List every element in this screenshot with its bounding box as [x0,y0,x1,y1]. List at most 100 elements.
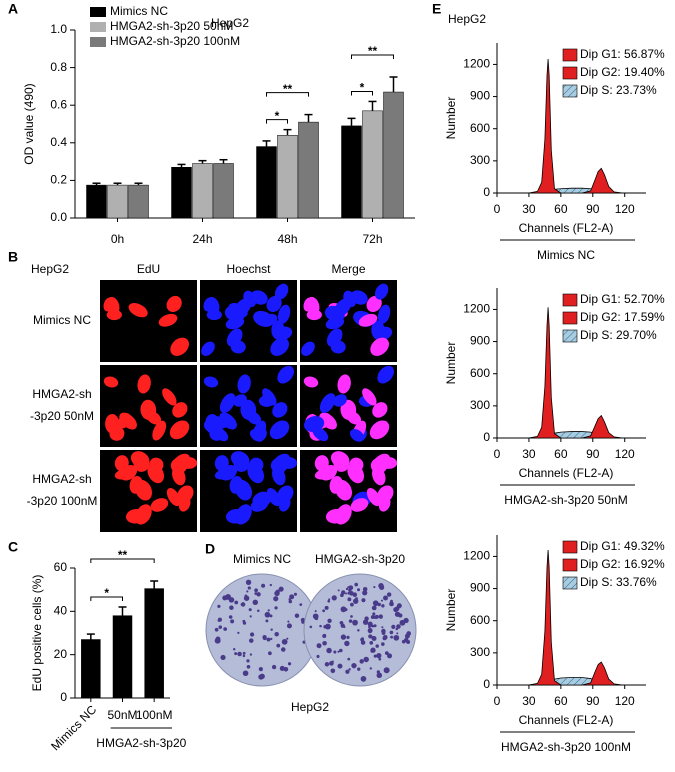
legend-label: Dip S: 23.73% [580,83,657,97]
y-tick-label: 900 [470,334,490,348]
legend-label: Dip S: 33.76% [580,575,657,589]
y-tick-label: 0.0 [50,210,67,224]
y-tick-label: 900 [470,89,490,103]
panel-letter: D [205,541,215,557]
y-tick-label: 600 [470,121,490,135]
column-label: EdU [137,262,160,276]
histogram-area [528,307,563,439]
legend-swatch [562,66,578,80]
bar [128,184,149,219]
significance-label: ** [368,44,378,58]
group-label: HMGA2-sh-3p20 [96,736,186,750]
x-tick-label: 30 [522,202,536,216]
error-bar [389,76,398,93]
histogram-area [582,661,623,686]
x-tick-label: 72h [362,232,382,246]
significance-label: * [275,109,280,123]
y-axis-label: EdU positive cells (%) [30,575,44,692]
x-tick-label: 48h [277,232,297,246]
bar [81,639,101,699]
legend-swatch [90,22,106,32]
legend-swatch [562,540,578,554]
significance-label: ** [118,548,128,562]
y-tick-label: 0 [483,430,490,444]
panel-letter: C [8,539,18,555]
micrograph [200,280,297,362]
x-tick-label: 90 [586,202,600,216]
legend-label: Dip G2: 16.92% [580,557,665,571]
x-axis-label: Channels (FL2-A) [519,713,614,727]
error-bar [219,158,228,164]
y-tick-label: 600 [470,366,490,380]
bar [192,163,213,219]
x-tick-label: 0 [494,202,501,216]
bar [277,135,298,219]
x-tick-label: 0 [494,447,501,461]
micrograph [300,280,397,362]
row-label: -3p20 50nM [30,409,94,423]
error-bar [92,182,101,186]
bar [213,163,234,219]
bar [144,588,164,699]
legend-swatch [562,293,578,307]
x-axis-label: Channels (FL2-A) [519,221,614,235]
column-label: Hoechst [226,262,271,276]
legend-label: Dip G2: 17.59% [580,310,665,324]
y-tick-label: 300 [470,398,490,412]
micrograph [200,450,298,532]
legend-swatch [562,311,578,325]
dish-label: HMGA2-sh-3p20 [315,552,405,566]
significance-bracket [351,54,394,59]
y-tick-label: 20 [54,647,68,661]
y-tick-label: 1200 [463,549,490,563]
y-axis-label: Number [444,97,458,140]
column-label: Merge [331,262,365,276]
y-axis-label: OD value (490) [22,83,36,164]
x-axis-label: Channels (FL2-A) [519,466,614,480]
x-tick-label: 120 [615,202,635,216]
y-tick-label: 0.6 [50,97,67,111]
y-tick-label: 1200 [463,57,490,71]
histogram-area [582,414,623,439]
error-bar [177,163,186,168]
micrograph [300,365,397,447]
y-tick-label: 900 [470,581,490,595]
x-tick-label: 60 [554,694,568,708]
histogram-area [528,549,563,686]
chart-title: HepG2 [211,16,249,30]
bar [341,125,362,219]
significance-bracket [90,596,123,601]
legend-swatch [90,7,106,17]
legend-label: Dip G2: 19.40% [580,65,665,79]
legend-swatch [562,576,578,590]
bar [256,146,277,219]
legend-swatch [562,48,578,62]
histogram-area [528,59,563,194]
legend-label: Dip G1: 56.87% [580,47,665,61]
y-tick-label: 300 [470,153,490,167]
histogram-area [582,167,623,194]
x-tick-label: 30 [522,447,536,461]
x-tick-label: 60 [554,447,568,461]
legend-label: HMGA2-sh-3p20 100nM [110,34,240,48]
x-tick-label: 30 [522,694,536,708]
panel-letter: B [8,249,18,265]
legend-swatch [562,84,578,98]
legend-label: Dip S: 29.70% [580,328,657,342]
error-bar [347,117,356,126]
significance-label: ** [283,82,293,96]
y-tick-label: 300 [470,645,490,659]
y-tick-label: 0.4 [50,135,67,149]
micrograph [200,365,297,447]
row-label: HMGA2-sh [32,387,91,401]
legend-swatch [562,329,578,343]
x-tick-label: 50nM [107,708,137,722]
x-tick-label: 120 [615,447,635,461]
y-tick-label: 60 [54,560,68,574]
significance-bracket [351,90,373,96]
bar [383,91,404,219]
x-tick-label: 0h [111,232,124,246]
bar [86,184,107,219]
x-tick-label: 90 [586,447,600,461]
